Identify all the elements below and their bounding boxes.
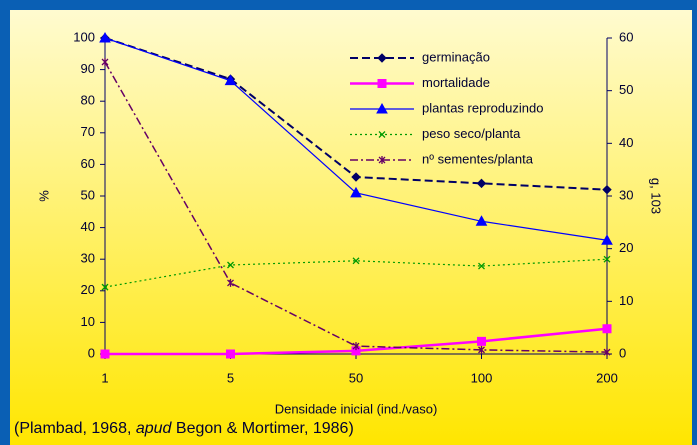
- marker: [476, 178, 487, 189]
- legend-label: mortalidade: [422, 75, 490, 90]
- series-line: [104, 61, 608, 353]
- marker: [224, 74, 237, 86]
- marker: [350, 186, 362, 198]
- y2-tick-label: 0: [619, 345, 626, 360]
- marker: [99, 31, 111, 43]
- y-tick-label: 50: [81, 187, 95, 202]
- x-tick-label: 200: [596, 370, 618, 385]
- marker: [227, 278, 234, 287]
- source-text: apud: [136, 420, 173, 437]
- marker: [226, 349, 235, 359]
- source: (Plambad, 1968, apud Begon & Mortimer, 1…: [14, 420, 354, 437]
- legend-label: nº sementes/planta: [422, 151, 534, 166]
- marker: [603, 255, 611, 263]
- marker: [100, 349, 110, 359]
- y-tick-label: 70: [81, 124, 95, 139]
- y-tick-label: 30: [81, 251, 95, 266]
- marker: [377, 53, 387, 63]
- marker: [601, 234, 613, 245]
- y2-tick-label: 20: [619, 240, 633, 255]
- y-tick-label: 20: [81, 282, 95, 297]
- x-axis-label: Densidade inicial (ind./vaso): [275, 401, 438, 416]
- y-tick-label: 0: [88, 345, 95, 360]
- marker: [351, 172, 361, 182]
- y-tick-label: 40: [81, 219, 95, 234]
- marker: [602, 184, 612, 195]
- source-text: (Plambad, 1968,: [14, 420, 136, 437]
- marker: [352, 257, 360, 265]
- marker: [475, 215, 488, 226]
- marker: [101, 58, 109, 67]
- series-line: [104, 258, 608, 288]
- legend-label: peso seco/planta: [422, 126, 521, 141]
- marker: [478, 262, 485, 270]
- y2-tick-label: 50: [619, 82, 633, 97]
- legend-label: germinação: [422, 49, 490, 64]
- marker: [378, 156, 386, 164]
- marker: [478, 345, 485, 354]
- marker: [227, 261, 234, 269]
- y-axis-label: %: [36, 190, 51, 202]
- x-tick-label: 1: [101, 370, 108, 385]
- marker: [352, 342, 360, 351]
- y-tick-label: 60: [81, 156, 95, 171]
- marker: [376, 102, 388, 114]
- y2-tick-label: 30: [619, 187, 633, 202]
- y2-tick-label: 60: [619, 29, 633, 44]
- source-text: Begon & Mortimer, 1986): [171, 420, 353, 437]
- y2-tick-label: 40: [619, 135, 633, 150]
- marker: [603, 348, 611, 357]
- x-tick-label: 100: [471, 370, 493, 385]
- y-tick-label: 90: [81, 61, 95, 76]
- marker: [378, 131, 386, 138]
- marker: [377, 79, 387, 88]
- y2-tick-label: 10: [619, 293, 633, 308]
- x-tick-label: 50: [349, 370, 363, 385]
- marker: [602, 324, 612, 334]
- legend-label: plantas reproduzindo: [422, 100, 543, 115]
- x-tick-label: 5: [227, 370, 234, 385]
- y-tick-label: 100: [73, 29, 95, 44]
- marker: [101, 283, 109, 291]
- y2-axis-label: g, 103: [649, 178, 664, 214]
- y-tick-label: 80: [81, 93, 95, 108]
- y-tick-label: 10: [81, 314, 95, 329]
- marker: [477, 336, 486, 346]
